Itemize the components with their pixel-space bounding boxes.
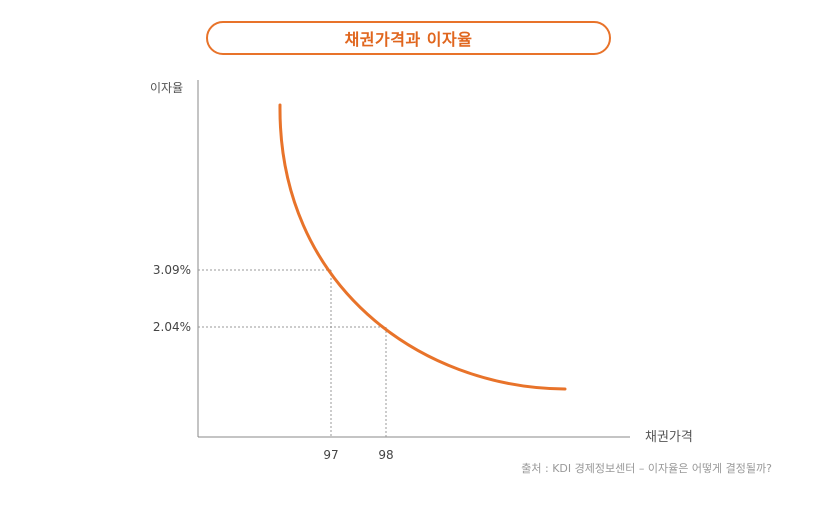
y-tick-label-0: 3.09% bbox=[153, 263, 191, 277]
y-axis-label: 이자율 bbox=[150, 81, 183, 95]
x-axis-label: 채권가격 bbox=[645, 430, 693, 445]
x-tick-label-0: 97 bbox=[323, 448, 338, 462]
guide-lines bbox=[198, 269, 387, 437]
y-tick-label-1: 2.04% bbox=[153, 320, 191, 334]
source-caption: 출처 : KDI 경제정보센터 – 이자율은 어떻게 결정될까? bbox=[521, 462, 772, 475]
price-yield-curve bbox=[278, 103, 567, 391]
chart-title: 채권가격과 이자율 bbox=[206, 21, 611, 55]
x-tick-label-1: 98 bbox=[378, 448, 393, 462]
